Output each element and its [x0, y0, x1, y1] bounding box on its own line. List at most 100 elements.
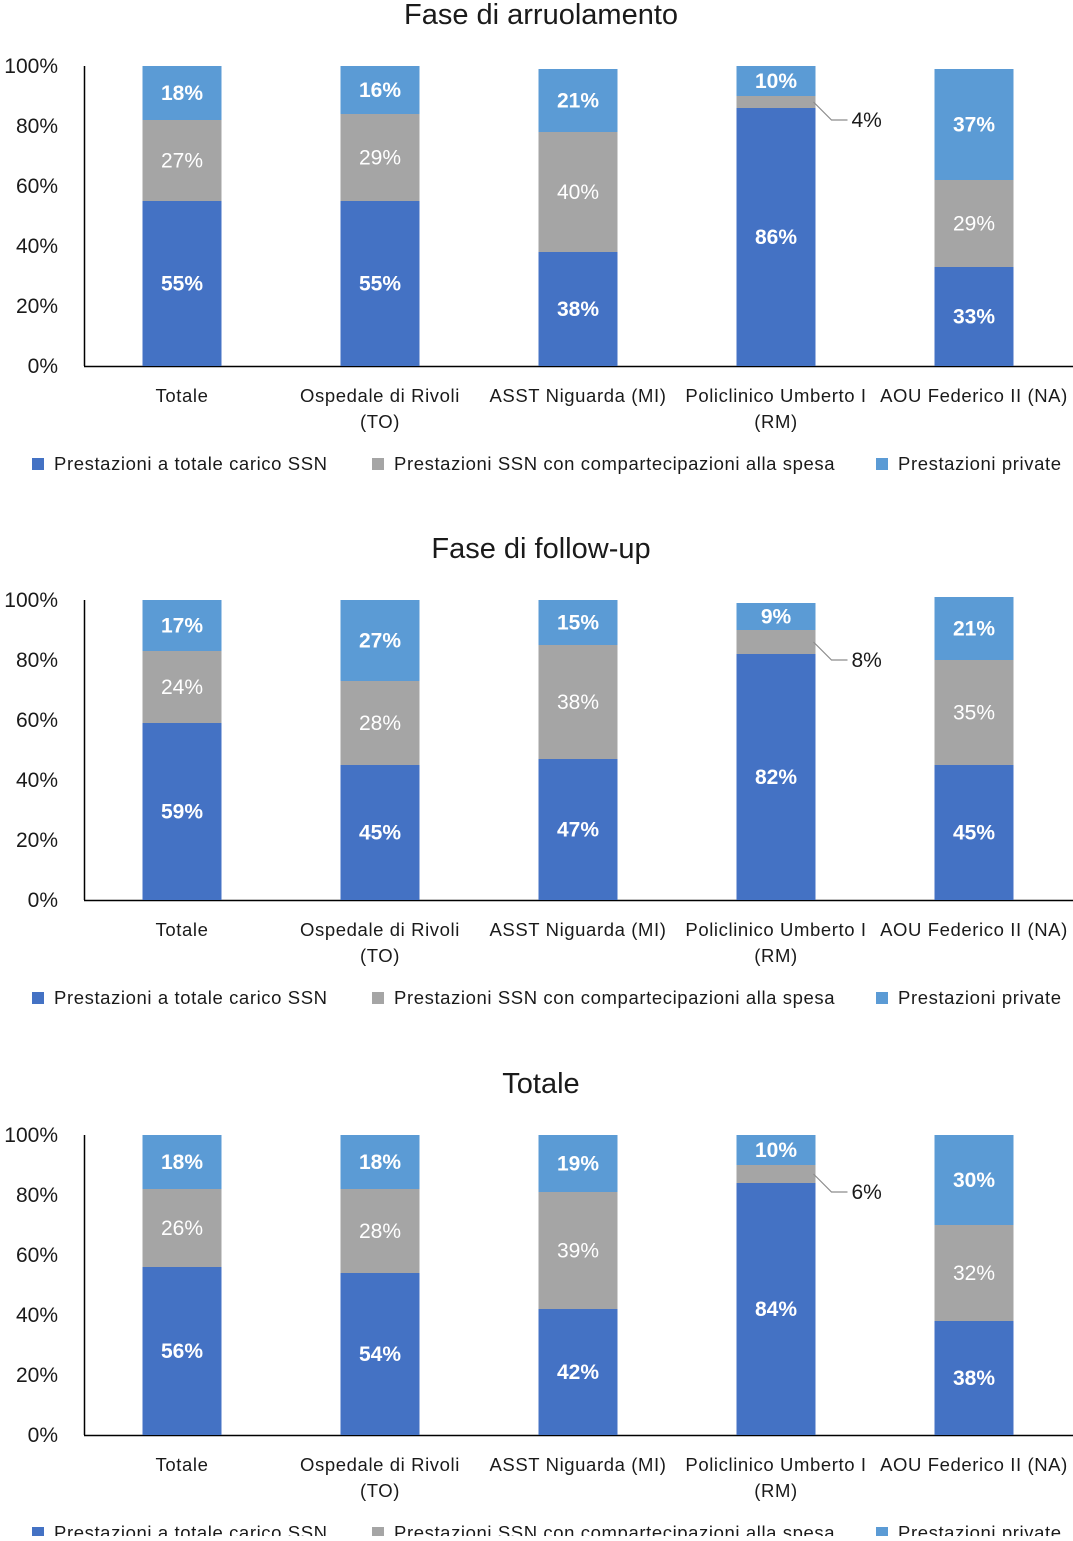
data-label: 26%: [161, 1217, 203, 1240]
bar-segment: [538, 600, 618, 645]
chart-title: Totale: [502, 1068, 579, 1100]
bar-segment: [538, 759, 618, 900]
x-tick-label: AOU Federico II (NA): [880, 385, 1068, 406]
bar-segment: [934, 765, 1014, 900]
legend: Prestazioni a totale carico SSN Prestazio…: [32, 1522, 1061, 1541]
bar-segment: [340, 66, 420, 114]
data-label: 15%: [557, 612, 599, 635]
legend-swatch: [372, 458, 384, 470]
bar-segment: [934, 1321, 1014, 1435]
y-tick-label: 100%: [4, 55, 58, 78]
bar-segment: [736, 96, 816, 108]
x-tick-label: Totale: [156, 919, 209, 940]
legend-label: Prestazioni a totale carico SSN: [54, 987, 328, 1008]
bar-segment: [538, 1309, 618, 1435]
y-tick-label: 40%: [16, 235, 58, 258]
data-label: 9%: [761, 606, 792, 629]
data-label: 10%: [755, 70, 797, 93]
x-tick-label: Policlinico Umberto I: [685, 919, 866, 940]
data-label: 37%: [953, 114, 995, 137]
bar-segment: [340, 114, 420, 201]
legend-label: Prestazioni a totale carico SSN: [54, 1522, 328, 1536]
data-label: 82%: [755, 766, 797, 789]
bar-segment: [934, 180, 1014, 267]
bar-segment: [736, 1183, 816, 1435]
data-label: 28%: [359, 1220, 401, 1243]
x-tick-label: AOU Federico II (NA): [880, 1454, 1068, 1475]
data-label: 4%: [852, 109, 882, 132]
y-tick-label: 100%: [4, 1124, 58, 1147]
data-label: 27%: [161, 150, 203, 173]
bar-segment: [538, 132, 618, 252]
data-label: 54%: [359, 1343, 401, 1366]
data-label: 40%: [557, 181, 599, 204]
bar-segment: [538, 252, 618, 366]
bar-segment: [538, 645, 618, 759]
bar-segment: [736, 66, 816, 96]
bar-segment: [340, 765, 420, 900]
legend-swatch: [876, 992, 888, 1004]
y-tick-label: 80%: [16, 649, 58, 672]
legend-swatch: [32, 992, 44, 1004]
chart-title: Fase di arruolamento: [404, 0, 678, 31]
data-label: 33%: [953, 306, 995, 329]
data-label: 18%: [161, 82, 203, 105]
data-label: 29%: [359, 147, 401, 170]
data-label: 45%: [359, 822, 401, 845]
data-label: 38%: [557, 691, 599, 714]
x-tick-label: AOU Federico II (NA): [880, 919, 1068, 940]
data-label: 39%: [557, 1240, 599, 1263]
y-tick-label: 80%: [16, 1184, 58, 1207]
bar-segment: [736, 1135, 816, 1165]
data-label: 27%: [359, 630, 401, 653]
data-label: 84%: [755, 1298, 797, 1321]
bar-segment: [934, 267, 1014, 366]
bar-segment: [142, 1135, 222, 1189]
x-tick-label: Policlinico Umberto I: [685, 1454, 866, 1475]
data-label: 19%: [557, 1153, 599, 1176]
bar-segment: [340, 681, 420, 765]
bar-segment: [934, 1225, 1014, 1321]
legend-swatch: [876, 458, 888, 470]
x-tick-label: Ospedale di Rivoli: [300, 1454, 460, 1475]
y-tick-label: 60%: [16, 175, 58, 198]
data-label: 42%: [557, 1361, 599, 1384]
x-tick-label: Ospedale di Rivoli: [300, 385, 460, 406]
y-tick-label: 0%: [28, 355, 58, 378]
legend: Prestazioni a totale carico SSN Prestazio…: [32, 453, 1061, 474]
x-tick-label: ASST Niguarda (MI): [489, 1454, 666, 1475]
bar-segment: [142, 120, 222, 201]
bar-segment: [538, 1192, 618, 1309]
data-label: 47%: [557, 819, 599, 842]
data-label: 59%: [161, 801, 203, 824]
y-tick-label: 20%: [16, 829, 58, 852]
bar-segment: [340, 201, 420, 366]
bar-segment: [340, 1273, 420, 1435]
data-label: 21%: [953, 618, 995, 641]
y-tick-label: 80%: [16, 115, 58, 138]
x-tick-label: (TO): [360, 945, 400, 966]
legend-label: Prestazioni a totale carico SSN: [54, 453, 328, 474]
bar-segment: [736, 108, 816, 366]
data-label: 56%: [161, 1340, 203, 1363]
x-tick-label: Totale: [156, 1454, 209, 1475]
bar-segment: [934, 597, 1014, 660]
legend-swatch: [372, 992, 384, 1004]
bar-segment: [340, 1189, 420, 1273]
legend-label: Prestazioni SSN con compartecipazioni al…: [394, 987, 835, 1008]
x-tick-label: Policlinico Umberto I: [685, 385, 866, 406]
bar-segment: [538, 69, 618, 132]
legend-swatch: [372, 1527, 384, 1539]
y-tick-label: 20%: [16, 1364, 58, 1387]
bar-segment: [736, 1165, 816, 1183]
y-tick-label: 40%: [16, 1304, 58, 1327]
bar-segment: [340, 1135, 420, 1189]
data-label: 28%: [359, 712, 401, 735]
data-label: 16%: [359, 79, 401, 102]
x-tick-label: Totale: [156, 385, 209, 406]
data-label: 30%: [953, 1169, 995, 1192]
y-tick-label: 20%: [16, 295, 58, 318]
y-tick-label: 60%: [16, 1244, 58, 1267]
legend-swatch: [32, 1527, 44, 1539]
bar-segment: [538, 1135, 618, 1192]
